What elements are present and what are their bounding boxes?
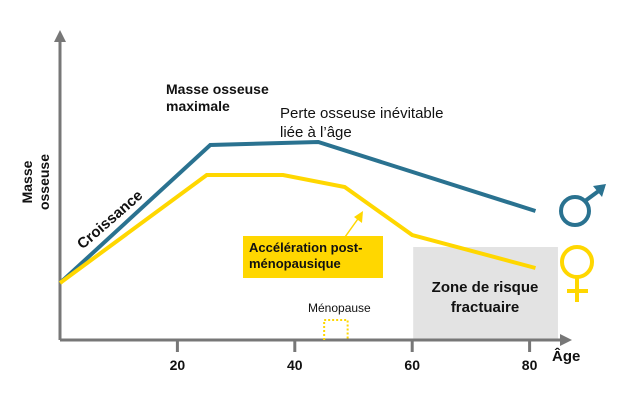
men-line xyxy=(58,139,537,285)
x-axis-arrow xyxy=(560,334,572,346)
x-tick-label: 60 xyxy=(404,357,420,373)
peak-label: Masse osseuse maximale xyxy=(166,81,269,114)
risk-zone xyxy=(413,247,558,340)
women-line xyxy=(58,173,536,285)
y-axis-arrow xyxy=(54,30,66,42)
x-tick-label: 80 xyxy=(522,357,538,373)
male-symbol-arrowhead xyxy=(593,184,606,197)
male-symbol-icon xyxy=(559,195,591,227)
x-tick-label: 40 xyxy=(287,357,303,373)
acceleration-label: Accélération post-ménopausique xyxy=(243,236,383,278)
female-symbol-icon xyxy=(560,245,594,279)
y-axis-label: Masse osseuse xyxy=(19,153,52,211)
x-tick-label: 20 xyxy=(170,357,186,373)
acceleration-arrowhead xyxy=(354,211,363,223)
menopause-label: Ménopause xyxy=(308,301,371,315)
x-axis-label: Âge xyxy=(552,348,581,365)
zone-label: Zone de risque fractuaire xyxy=(431,279,539,316)
loss-label: Perte osseuse inévitable liée à l’âge xyxy=(280,105,444,141)
male-symbol-arrow xyxy=(583,188,602,203)
menopause-marker xyxy=(323,319,349,340)
